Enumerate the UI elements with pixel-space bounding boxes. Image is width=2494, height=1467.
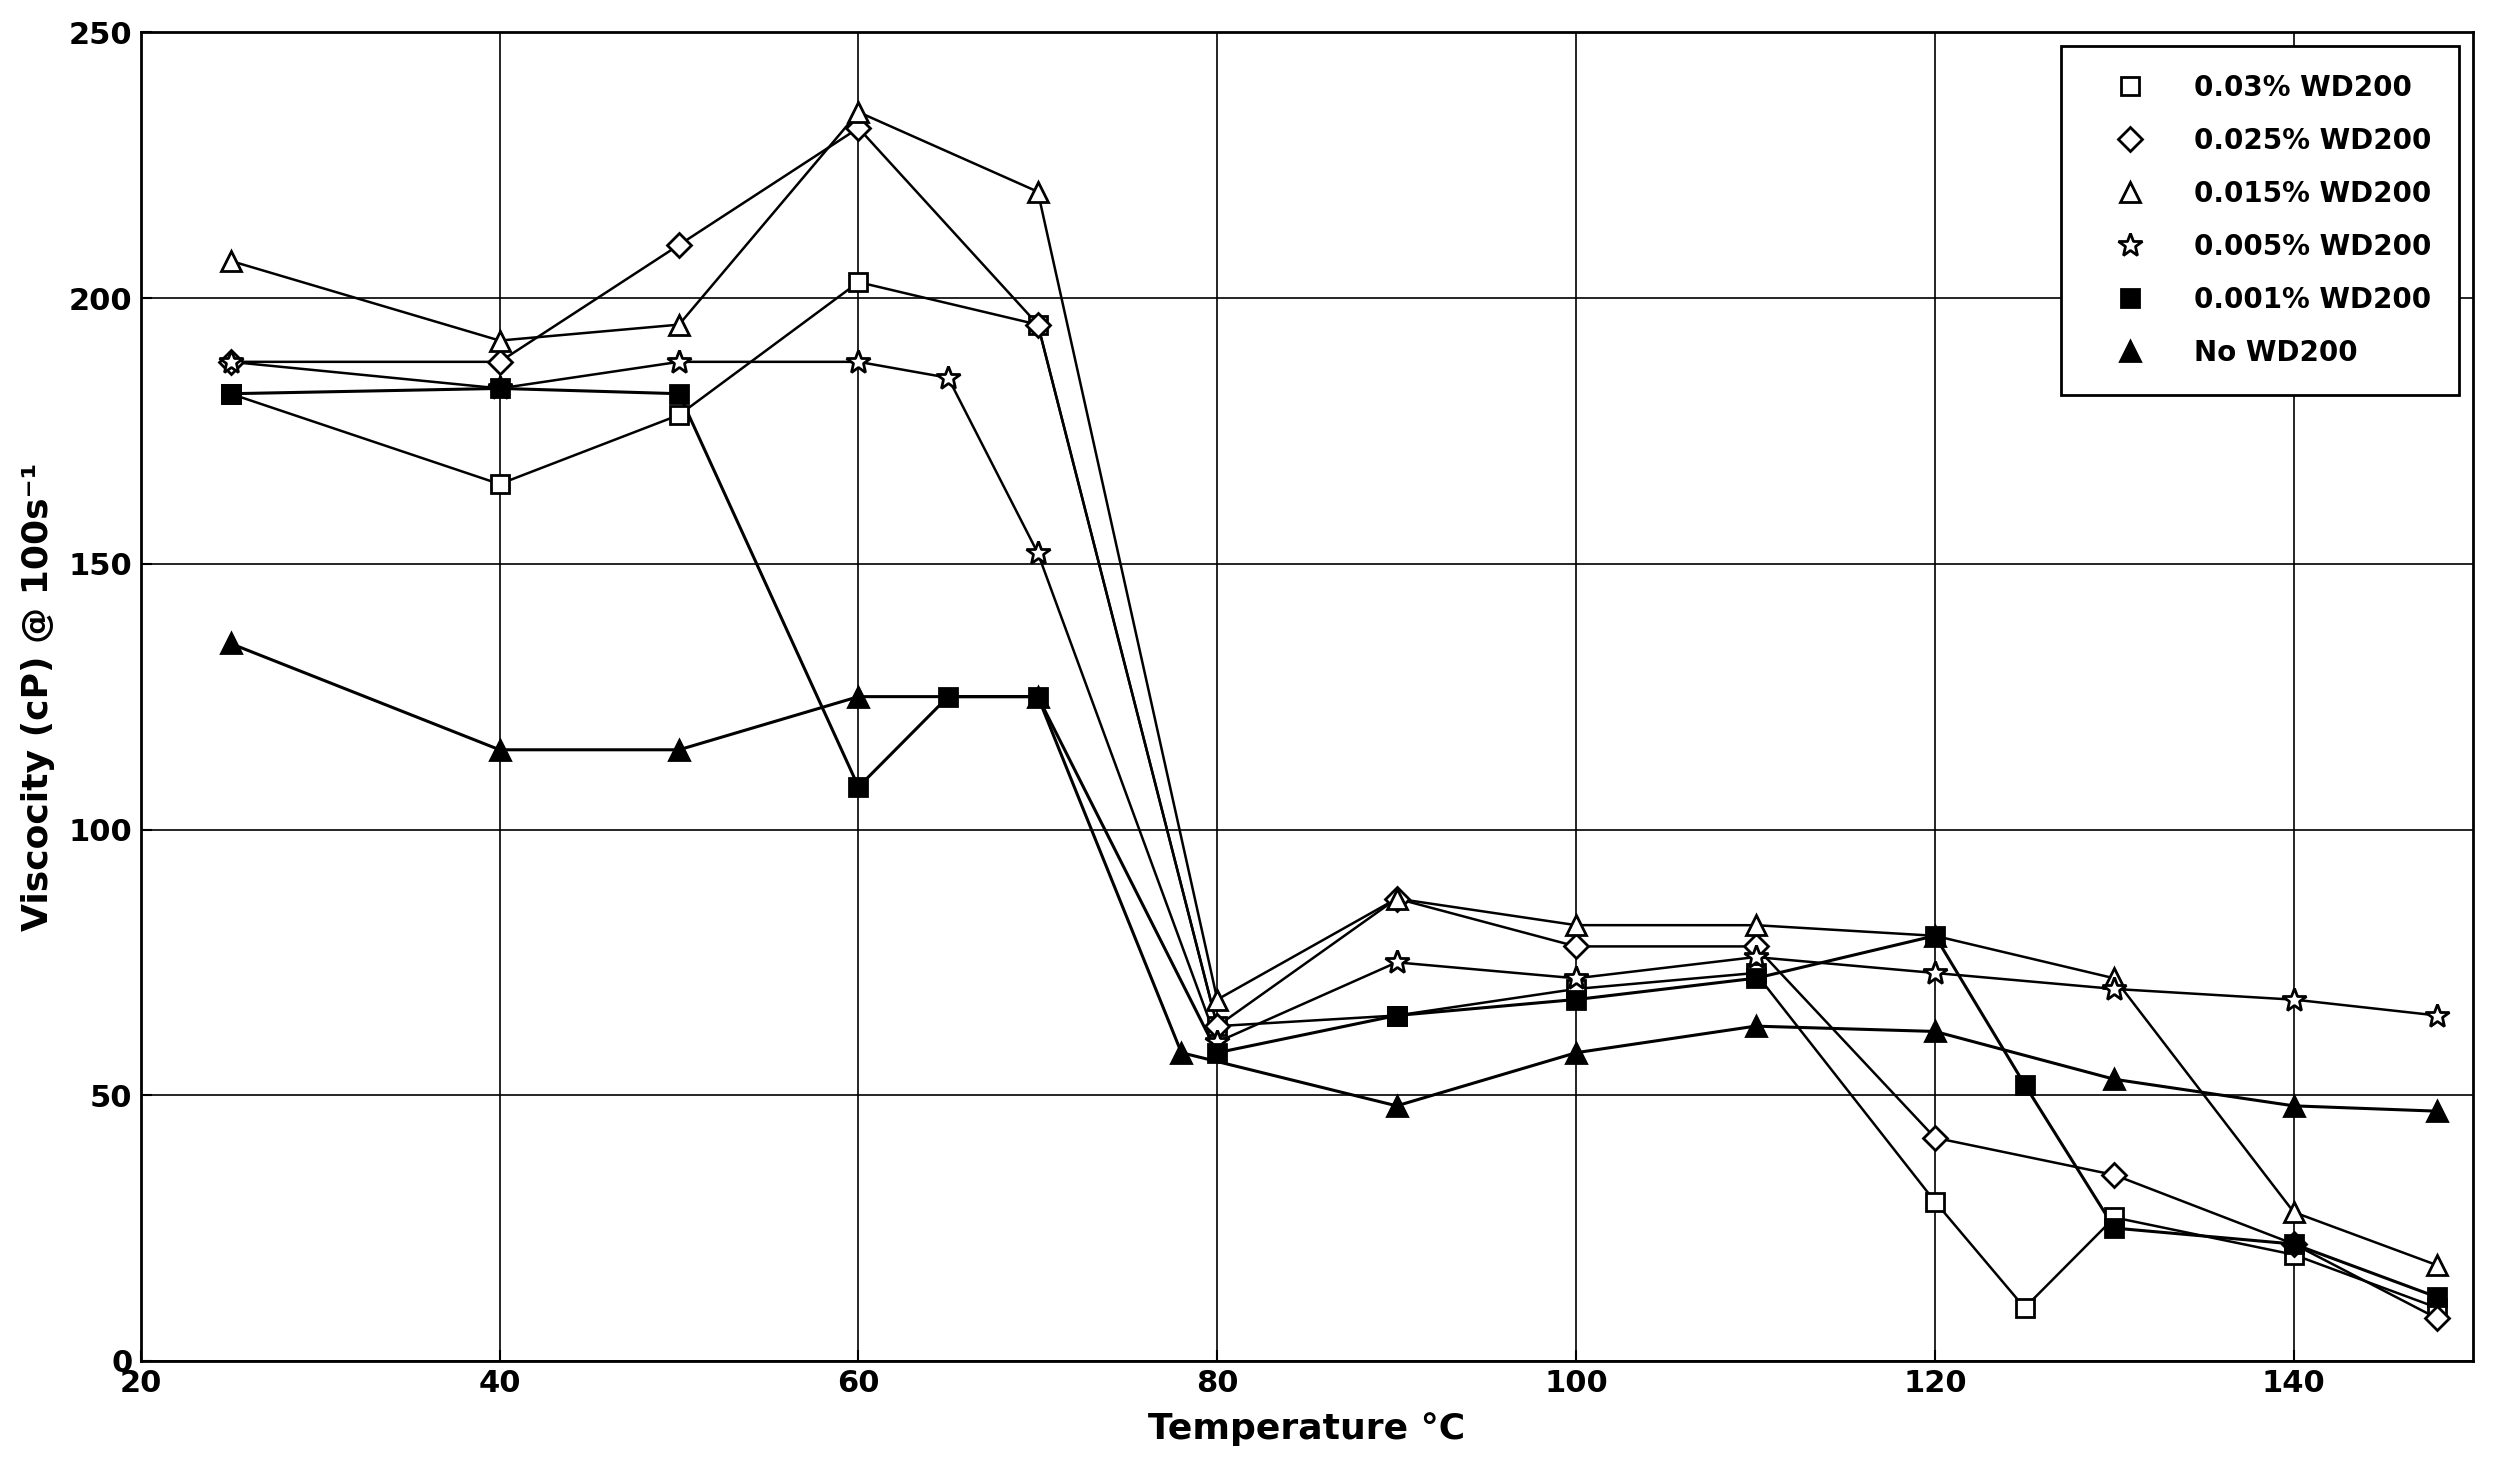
0.03% WD200 bbox=[2422, 1298, 2452, 1316]
0.005% WD200 bbox=[933, 370, 963, 387]
0.015% WD200 bbox=[1382, 890, 1412, 908]
0.005% WD200 bbox=[1561, 970, 1591, 987]
0.015% WD200 bbox=[214, 252, 244, 270]
Line: 0.001% WD200: 0.001% WD200 bbox=[222, 380, 2447, 1306]
0.015% WD200 bbox=[1023, 183, 1052, 201]
0.03% WD200 bbox=[2010, 1298, 2040, 1316]
No WD200 bbox=[214, 635, 244, 653]
0.015% WD200 bbox=[663, 315, 693, 333]
0.005% WD200 bbox=[1202, 1033, 1232, 1050]
0.001% WD200 bbox=[843, 778, 873, 795]
No WD200 bbox=[2280, 1097, 2309, 1115]
0.005% WD200 bbox=[1382, 954, 1412, 971]
0.015% WD200 bbox=[2100, 970, 2130, 987]
0.025% WD200 bbox=[214, 354, 244, 371]
0.025% WD200 bbox=[843, 119, 873, 136]
0.001% WD200 bbox=[2422, 1288, 2452, 1306]
0.005% WD200 bbox=[214, 354, 244, 371]
0.015% WD200 bbox=[1920, 927, 1950, 945]
No WD200 bbox=[843, 688, 873, 706]
0.015% WD200 bbox=[484, 332, 514, 349]
0.025% WD200 bbox=[1023, 315, 1052, 333]
0.001% WD200 bbox=[1561, 990, 1591, 1008]
0.015% WD200 bbox=[1561, 917, 1591, 934]
0.005% WD200 bbox=[1920, 964, 1950, 981]
0.005% WD200 bbox=[2280, 990, 2309, 1008]
0.015% WD200 bbox=[1741, 917, 1771, 934]
0.001% WD200 bbox=[2010, 1075, 2040, 1093]
0.025% WD200 bbox=[1382, 890, 1412, 908]
Y-axis label: Viscocity (cP) @ 100s⁻¹: Viscocity (cP) @ 100s⁻¹ bbox=[20, 462, 55, 932]
Legend: 0.03% WD200, 0.025% WD200, 0.015% WD200, 0.005% WD200, 0.001% WD200, No WD200: 0.03% WD200, 0.025% WD200, 0.015% WD200,… bbox=[2060, 47, 2459, 395]
0.001% WD200 bbox=[484, 380, 514, 398]
0.015% WD200 bbox=[2280, 1203, 2309, 1221]
0.03% WD200 bbox=[1023, 315, 1052, 333]
0.005% WD200 bbox=[2100, 980, 2130, 998]
0.001% WD200 bbox=[933, 688, 963, 706]
0.005% WD200 bbox=[843, 354, 873, 371]
No WD200 bbox=[1167, 1045, 1197, 1062]
0.015% WD200 bbox=[1202, 990, 1232, 1008]
No WD200 bbox=[1920, 1022, 1950, 1040]
No WD200 bbox=[1561, 1045, 1591, 1062]
0.03% WD200 bbox=[1561, 980, 1591, 998]
0.025% WD200 bbox=[1920, 1130, 1950, 1147]
No WD200 bbox=[1382, 1097, 1412, 1115]
Line: 0.03% WD200: 0.03% WD200 bbox=[222, 273, 2447, 1317]
0.03% WD200 bbox=[1741, 964, 1771, 981]
0.001% WD200 bbox=[2100, 1219, 2130, 1237]
0.03% WD200 bbox=[2100, 1209, 2130, 1226]
0.001% WD200 bbox=[214, 384, 244, 402]
0.005% WD200 bbox=[1023, 544, 1052, 562]
0.005% WD200 bbox=[663, 354, 693, 371]
Line: 0.005% WD200: 0.005% WD200 bbox=[217, 349, 2449, 1055]
0.001% WD200 bbox=[2280, 1235, 2309, 1253]
0.025% WD200 bbox=[1202, 1017, 1232, 1034]
X-axis label: Temperature °C: Temperature °C bbox=[1147, 1413, 1466, 1446]
0.001% WD200 bbox=[1023, 688, 1052, 706]
0.03% WD200 bbox=[484, 475, 514, 493]
0.001% WD200 bbox=[663, 384, 693, 402]
No WD200 bbox=[484, 741, 514, 758]
0.001% WD200 bbox=[1202, 1045, 1232, 1062]
0.025% WD200 bbox=[2422, 1310, 2452, 1328]
0.03% WD200 bbox=[214, 384, 244, 402]
0.03% WD200 bbox=[1202, 1017, 1232, 1034]
0.025% WD200 bbox=[1741, 937, 1771, 955]
0.005% WD200 bbox=[484, 380, 514, 398]
Line: 0.015% WD200: 0.015% WD200 bbox=[219, 101, 2447, 1276]
0.025% WD200 bbox=[2280, 1235, 2309, 1253]
0.03% WD200 bbox=[2280, 1245, 2309, 1263]
0.001% WD200 bbox=[1382, 1006, 1412, 1024]
0.005% WD200 bbox=[2422, 1006, 2452, 1024]
0.03% WD200 bbox=[843, 273, 873, 290]
No WD200 bbox=[1023, 688, 1052, 706]
No WD200 bbox=[2100, 1071, 2130, 1089]
Line: 0.025% WD200: 0.025% WD200 bbox=[222, 120, 2447, 1326]
0.015% WD200 bbox=[843, 103, 873, 120]
0.015% WD200 bbox=[2422, 1256, 2452, 1273]
0.005% WD200 bbox=[1741, 948, 1771, 965]
No WD200 bbox=[663, 741, 693, 758]
0.03% WD200 bbox=[1382, 1006, 1412, 1024]
No WD200 bbox=[1741, 1017, 1771, 1034]
Line: No WD200: No WD200 bbox=[219, 634, 2447, 1122]
No WD200 bbox=[2422, 1102, 2452, 1119]
0.025% WD200 bbox=[2100, 1166, 2130, 1184]
0.03% WD200 bbox=[663, 406, 693, 424]
0.001% WD200 bbox=[1741, 970, 1771, 987]
0.001% WD200 bbox=[1920, 927, 1950, 945]
0.025% WD200 bbox=[663, 236, 693, 254]
0.025% WD200 bbox=[1561, 937, 1591, 955]
0.03% WD200 bbox=[1920, 1193, 1950, 1210]
0.025% WD200 bbox=[484, 354, 514, 371]
